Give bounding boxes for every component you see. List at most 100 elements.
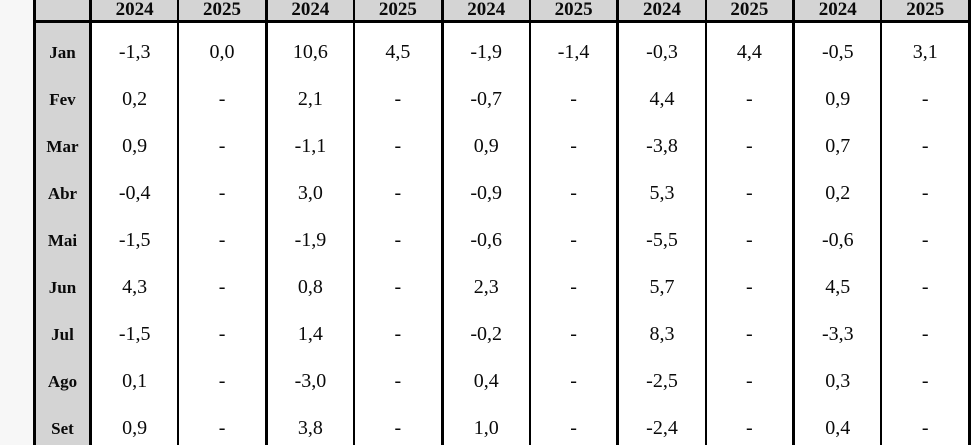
year-header: 2024 <box>90 0 180 23</box>
value-cell: 5,3 <box>617 162 707 210</box>
value-cell: 0,9 <box>793 68 883 116</box>
value-cell: - <box>705 397 796 445</box>
month-label: Fev <box>34 68 92 116</box>
value-cell: 5,7 <box>617 256 707 304</box>
table-row: Jun 4,3-0,8-2,3-5,7-4,5- <box>34 256 971 304</box>
value-cell: - <box>529 350 620 398</box>
value-cell: - <box>178 209 268 257</box>
value-cell: 8,3 <box>617 303 707 351</box>
monthly-data-table-container: 2024 2025 2024 2025 2024 2025 2024 2025 2024 2025… <box>33 0 971 445</box>
value-cell: - <box>354 397 444 445</box>
value-cell: -0,9 <box>442 162 531 210</box>
month-label: Jan <box>34 21 92 69</box>
value-cell: 0,4 <box>442 350 531 398</box>
value-cell: - <box>881 303 971 351</box>
value-cell: -1,9 <box>442 21 531 69</box>
value-cell: -1,9 <box>266 209 356 257</box>
value-cell: 1,0 <box>442 397 531 445</box>
value-cell: - <box>705 162 796 210</box>
value-cell: - <box>881 350 971 398</box>
value-cell: 0,9 <box>442 115 531 163</box>
value-cell: 0,8 <box>266 256 356 304</box>
value-cell: 0,7 <box>793 115 883 163</box>
value-cell: - <box>354 209 444 257</box>
value-cell: - <box>178 303 268 351</box>
value-cell: -0,2 <box>442 303 531 351</box>
value-cell: -2,5 <box>617 350 707 398</box>
value-cell: -0,6 <box>793 209 883 257</box>
value-cell: -0,6 <box>442 209 531 257</box>
year-header: 2025 <box>881 0 971 23</box>
year-header: 2024 <box>266 0 356 23</box>
value-cell: - <box>178 256 268 304</box>
value-cell: 0,4 <box>793 397 883 445</box>
table-row: Jul -1,5-1,4- -0,2-8,3- -3,3- <box>34 303 971 351</box>
year-header: 2024 <box>617 0 707 23</box>
value-cell: 2,3 <box>442 256 531 304</box>
month-label: Set <box>34 397 92 445</box>
table-row: Jan -1,3 0,0 10,6 4,5 -1,9 -1,4 -0,3 4,4 -0,5 3,1 <box>34 21 971 69</box>
value-cell: - <box>705 350 796 398</box>
value-cell: -3,0 <box>266 350 356 398</box>
value-cell: - <box>178 397 268 445</box>
year-header: 2025 <box>705 0 796 23</box>
value-cell: - <box>178 68 268 116</box>
year-header: 2024 <box>442 0 531 23</box>
value-cell: - <box>178 115 268 163</box>
value-cell: - <box>529 115 620 163</box>
value-cell: -0,4 <box>90 162 180 210</box>
value-cell: - <box>178 162 268 210</box>
month-label: Abr <box>34 162 92 210</box>
value-cell: 0,3 <box>793 350 883 398</box>
corner-cell <box>34 0 92 23</box>
month-label: Mai <box>34 209 92 257</box>
value-cell: 3,8 <box>266 397 356 445</box>
value-cell: -0,5 <box>793 21 883 69</box>
value-cell: - <box>705 303 796 351</box>
table-row: Set 0,9-3,8-1,0- -2,4-0,4- <box>34 397 971 445</box>
value-cell: -3,3 <box>793 303 883 351</box>
value-cell: - <box>354 162 444 210</box>
header-row: 2024 2025 2024 2025 2024 2025 2024 2025 2024 2025 <box>34 0 971 23</box>
year-header: 2024 <box>793 0 883 23</box>
value-cell: 0,9 <box>90 397 180 445</box>
value-cell: -5,5 <box>617 209 707 257</box>
value-cell: - <box>529 397 620 445</box>
value-cell: - <box>705 256 796 304</box>
value-cell: - <box>354 350 444 398</box>
value-cell: 0,9 <box>90 115 180 163</box>
value-cell: 0,2 <box>793 162 883 210</box>
value-cell: - <box>354 303 444 351</box>
month-label: Mar <box>34 115 92 163</box>
value-cell: - <box>881 256 971 304</box>
value-cell: - <box>705 115 796 163</box>
value-cell: -2,4 <box>617 397 707 445</box>
table-row: Ago 0,1- -3,0-0,4- -2,5-0,3- <box>34 350 971 398</box>
value-cell: - <box>881 209 971 257</box>
value-cell: - <box>881 115 971 163</box>
value-cell: 0,1 <box>90 350 180 398</box>
value-cell: -1,5 <box>90 209 180 257</box>
table-row: Abr -0,4-3,0- -0,9-5,3-0,2- <box>34 162 971 210</box>
value-cell: -0,3 <box>617 21 707 69</box>
value-cell: -3,8 <box>617 115 707 163</box>
value-cell: 3,0 <box>266 162 356 210</box>
table-row: Fev 0,2-2,1- -0,7-4,4-0,9- <box>34 68 971 116</box>
value-cell: 10,6 <box>266 21 356 69</box>
value-cell: - <box>881 397 971 445</box>
value-cell: 4,4 <box>705 21 796 69</box>
month-label: Ago <box>34 350 92 398</box>
value-cell: - <box>529 303 620 351</box>
value-cell: 0,2 <box>90 68 180 116</box>
month-label: Jul <box>34 303 92 351</box>
month-label: Jun <box>34 256 92 304</box>
year-header: 2025 <box>354 0 444 23</box>
table-row: Mai -1,5- -1,9- -0,6- -5,5- -0,6- <box>34 209 971 257</box>
value-cell: -1,4 <box>529 21 620 69</box>
value-cell: 4,5 <box>354 21 444 69</box>
value-cell: -1,3 <box>90 21 180 69</box>
value-cell: 0,0 <box>178 21 268 69</box>
value-cell: 4,3 <box>90 256 180 304</box>
value-cell: - <box>529 209 620 257</box>
year-header: 2025 <box>178 0 268 23</box>
